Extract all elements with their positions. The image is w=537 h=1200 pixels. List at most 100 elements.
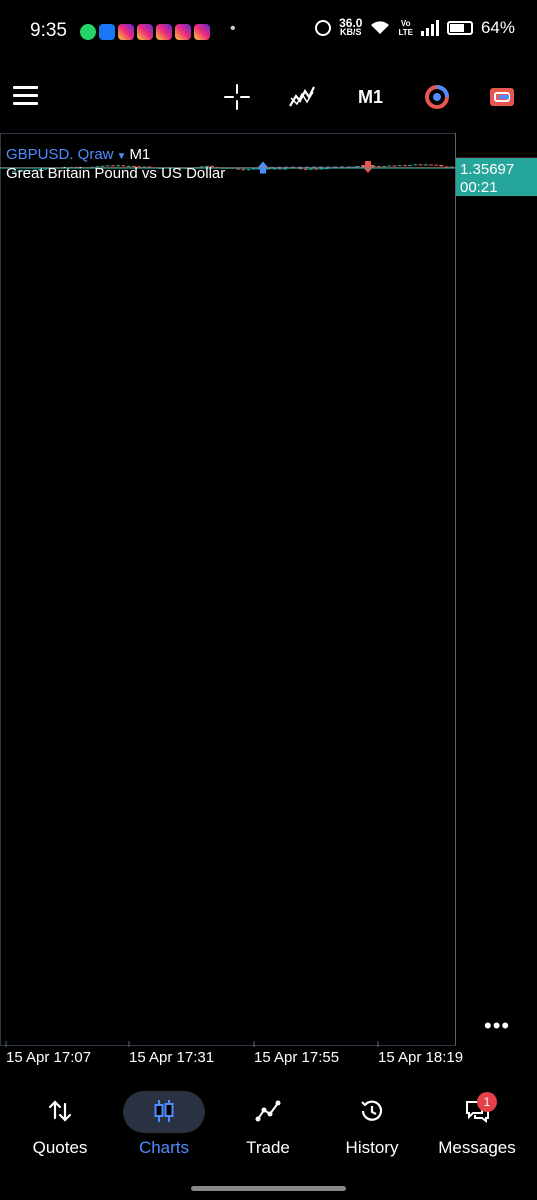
candle-body [423, 164, 428, 166]
candlestick-chart[interactable]: 1.358121.358021.357921.357821.357721.357… [0, 133, 537, 1068]
status-time: 9:35 [30, 20, 67, 41]
candle-body [418, 164, 423, 166]
menu-icon[interactable] [13, 86, 38, 106]
bottom-navigation: Quotes Charts Trade History [0, 1088, 537, 1168]
candle-body [319, 168, 324, 170]
nav-label: Quotes [32, 1138, 88, 1157]
bid-price-tag [456, 158, 537, 197]
bar-timer-label: 00:21 [460, 179, 498, 196]
history-clock-icon [361, 1100, 383, 1121]
candle-body [298, 168, 303, 170]
candle-body [241, 169, 246, 171]
candle-body [303, 168, 308, 170]
battery-icon [446, 21, 473, 35]
candle-body [22, 170, 27, 172]
nav-label: Charts [138, 1138, 190, 1157]
messages-badge: 1 [477, 1092, 497, 1112]
candle-body [204, 165, 209, 167]
candle-body [382, 166, 387, 168]
signal-icon [420, 20, 439, 36]
nav-history[interactable]: History [322, 1088, 422, 1168]
symbol-description: Great Britain Pound vs US Dollar [6, 165, 226, 182]
instagram-icon [175, 24, 191, 40]
candle-body [392, 165, 397, 167]
candle-body [95, 166, 100, 168]
instagram-icon [137, 24, 153, 40]
trend-line-icon [255, 1100, 281, 1122]
facebook-icon [99, 24, 115, 40]
candle-body [314, 168, 319, 170]
bid-price-label: 1.35697 [460, 161, 514, 178]
candle-body [402, 165, 407, 167]
buy-arrow-stem [260, 169, 266, 174]
candle-body [32, 169, 37, 171]
candle-body [376, 166, 381, 168]
network-speed: 36.0 KB/S [339, 16, 363, 37]
candle-body [283, 168, 288, 170]
candle-body [17, 170, 22, 172]
sell-arrow-icon [361, 165, 375, 174]
indicators-icon[interactable] [288, 84, 316, 110]
more-options-icon[interactable]: ••• [484, 1013, 511, 1038]
symbol-name[interactable]: GBPUSD. Qraw [6, 146, 114, 163]
candle-body [449, 166, 454, 168]
candle-body [324, 168, 329, 170]
candle-body [121, 165, 126, 167]
status-bar: 9:35 • 36.0 KB/S Vo LTE 64% [0, 0, 537, 64]
candle-body [111, 165, 116, 167]
candle-body [272, 168, 277, 170]
candle-body [251, 168, 256, 170]
candle-body [210, 165, 215, 168]
candle-body [105, 165, 110, 167]
price-chart[interactable]: 1.358121.358021.357921.357821.357721.357… [0, 133, 537, 1068]
candle-body [236, 168, 241, 170]
wifi-icon [371, 21, 390, 34]
instagram-icon [118, 24, 134, 40]
candle-body [397, 165, 402, 167]
sell-arrow-stem [365, 161, 371, 166]
nav-quotes[interactable]: Quotes [10, 1088, 110, 1168]
new-order-icon[interactable] [489, 85, 515, 109]
candle-body [27, 170, 32, 172]
symbol-dropdown-icon[interactable]: ▼ [116, 151, 127, 162]
timeframe-button[interactable]: M1 [358, 87, 384, 107]
candle-body [38, 169, 43, 171]
candle-body [408, 165, 413, 167]
candle-body [131, 165, 136, 167]
time-axis-label: 15 Apr 17:55 [254, 1049, 339, 1066]
crosshair-icon[interactable] [224, 84, 250, 110]
volte-indicator: Vo LTE [398, 19, 413, 37]
home-indicator[interactable] [191, 1186, 346, 1191]
nav-trade[interactable]: Trade [218, 1088, 318, 1168]
candle-body [434, 164, 439, 166]
whatsapp-icon [80, 24, 96, 40]
candle-body [199, 166, 204, 168]
candle-body [277, 168, 282, 170]
time-axis-label: 15 Apr 18:19 [378, 1049, 463, 1066]
candle-body [48, 168, 53, 170]
active-tab-highlight [123, 1091, 205, 1133]
nav-label: History [345, 1138, 399, 1157]
nav-label: Messages [438, 1138, 516, 1157]
time-axis-label: 15 Apr 17:07 [6, 1049, 91, 1066]
more-notifications-dot: • [230, 20, 236, 37]
candle-body [100, 165, 105, 167]
chart-timeframe: M1 [129, 146, 151, 163]
instagram-icon [194, 24, 210, 40]
nav-charts[interactable]: Charts [114, 1088, 214, 1168]
candle-body [428, 164, 433, 166]
candle-body [444, 166, 449, 168]
nav-label: Trade [246, 1138, 290, 1157]
candles-icon [154, 1100, 174, 1122]
chart-toolbar: M1 [0, 72, 537, 122]
notification-icons [80, 24, 210, 40]
candle-body [43, 168, 48, 170]
battery-percent: 64% [480, 18, 515, 37]
one-click-trading-icon[interactable] [424, 84, 450, 110]
candle-body [137, 166, 142, 168]
candle-body [439, 165, 444, 167]
arrows-updown-icon [48, 1100, 72, 1122]
candle-body [413, 164, 418, 166]
candle-body [267, 168, 272, 170]
symbol-header[interactable]: GBPUSD. Qraw ▼ M1 [6, 146, 150, 163]
